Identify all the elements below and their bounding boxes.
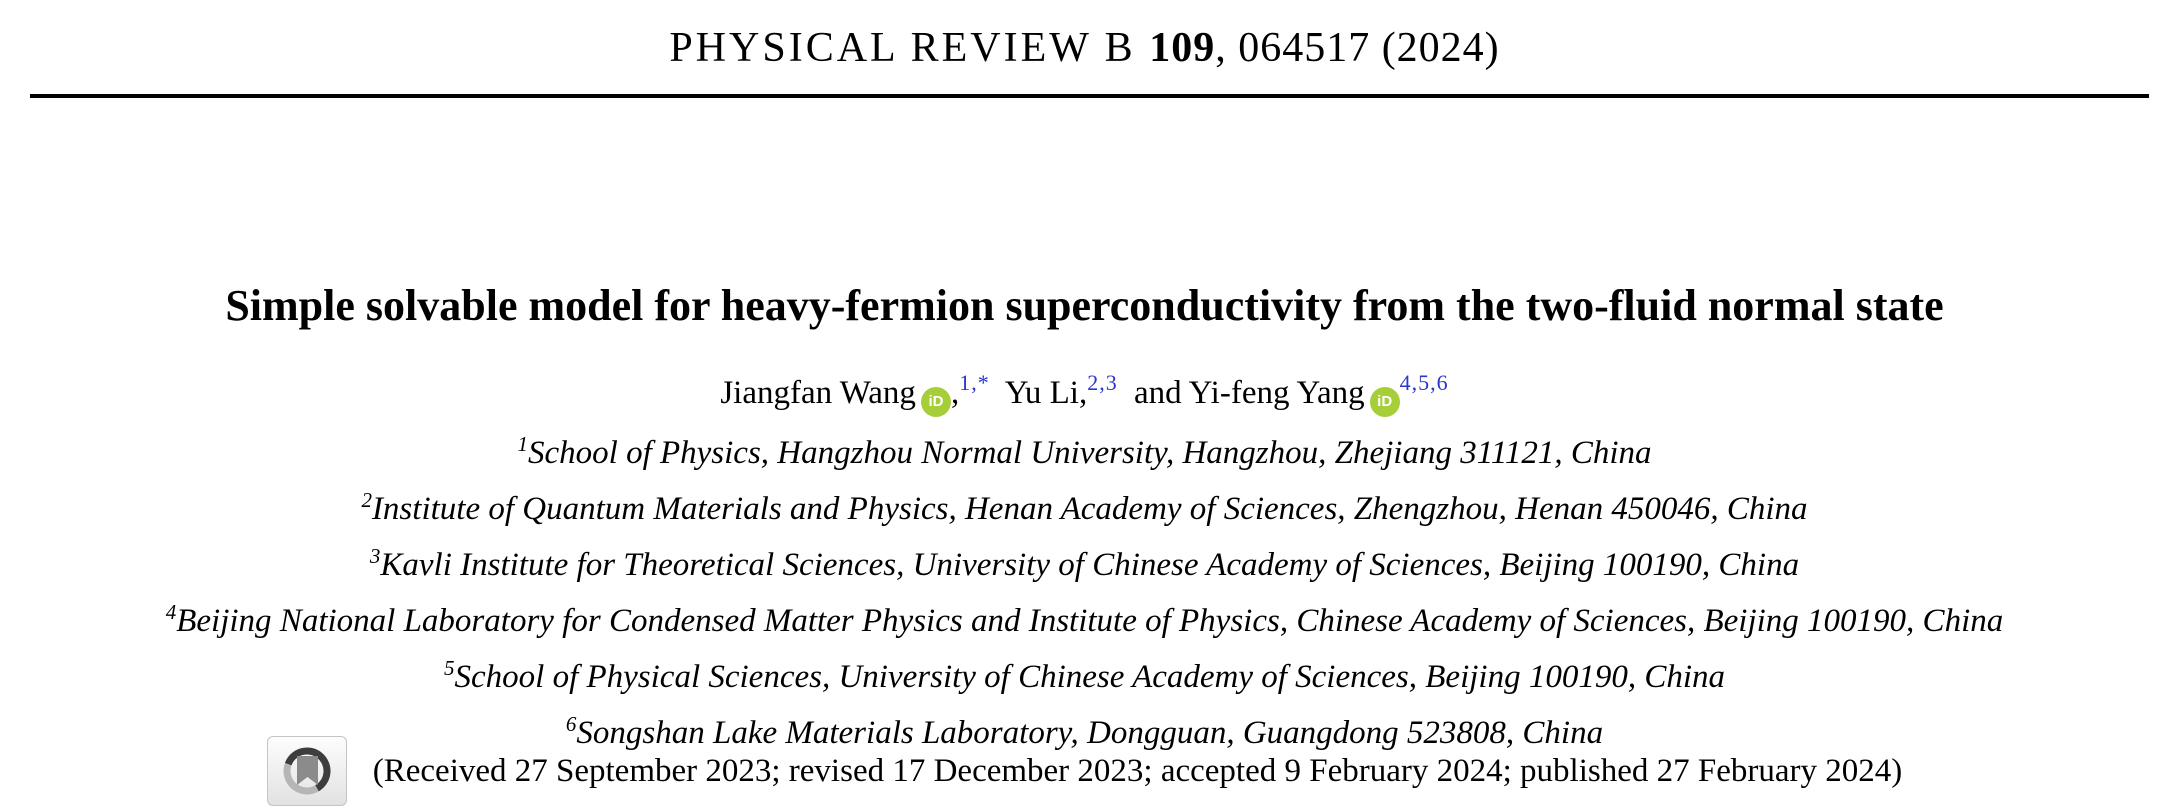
affiliation-text: Beijing National Laboratory for Condense… — [176, 603, 2004, 639]
affiliation-number: 5 — [444, 656, 455, 680]
affiliation-text: Songshan Lake Materials Laboratory, Dong… — [576, 715, 1604, 751]
affiliation-line: 3Kavli Institute for Theoretical Science… — [0, 533, 2169, 589]
authors-conjunction: and — [1133, 375, 1189, 411]
journal-article-number: , 064517 (2024) — [1215, 25, 1500, 71]
affiliations-block: 1School of Physics, Hangzhou Normal Univ… — [0, 421, 2169, 757]
affiliation-text: Kavli Institute for Theoretical Sciences… — [380, 547, 1800, 583]
authors-line: Jiangfan Wang iD ,1,* Yu Li,2,3 and Yi-fen… — [0, 358, 2169, 418]
page-title: Simple solvable model for heavy-fermion … — [225, 281, 1944, 331]
author-name-1: Jiangfan Wang — [720, 375, 916, 411]
affiliation-line: 5School of Physical Sciences, University… — [0, 645, 2169, 701]
affiliation-line: 1School of Physics, Hangzhou Normal Univ… — [0, 421, 2169, 477]
affiliation-line: 2Institute of Quantum Materials and Phys… — [0, 477, 2169, 533]
affiliation-number: 6 — [565, 712, 577, 736]
crossmark-check-for-updates-button[interactable] — [266, 736, 347, 806]
affiliation-text: School of Physics, Hangzhou Normal Unive… — [528, 435, 1652, 471]
journal-header: PHYSICAL REVIEW B 109, 064517 (2024) — [0, 24, 2169, 72]
author-separator: , — [950, 375, 960, 411]
author-name-2: Yu Li — [1004, 375, 1079, 411]
affiliation-line: 4Beijing National Laboratory for Condens… — [0, 589, 2169, 645]
author-separator: , — [1078, 375, 1088, 411]
orcid-icon[interactable]: iD — [1369, 387, 1400, 417]
affiliation-number: 4 — [165, 600, 177, 624]
affiliation-number: 3 — [369, 544, 381, 568]
crossmark-icon — [283, 747, 331, 795]
author-affil-marker-3: 4,5,6 — [1399, 370, 1449, 395]
received-dates-line: (Received 27 September 2023; revised 17 … — [372, 752, 1903, 789]
author-name-3: Yi-feng Yang — [1188, 375, 1365, 411]
author-affil-marker-1: 1,* — [959, 370, 990, 395]
affiliation-text: Institute of Quantum Materials and Physi… — [371, 491, 1808, 527]
journal-volume: 109 — [1149, 25, 1216, 71]
affiliation-number: 2 — [361, 488, 372, 512]
dates-row: (Received 27 September 2023; revised 17 … — [0, 736, 2169, 806]
author-affil-marker-2: 2,3 — [1087, 370, 1118, 395]
affiliation-number: 1 — [517, 432, 529, 456]
affiliation-line: 6Songshan Lake Materials Laboratory, Don… — [0, 701, 2169, 757]
affiliation-text: School of Physical Sciences, University … — [454, 659, 1726, 695]
orcid-icon[interactable]: iD — [920, 387, 951, 417]
journal-name: PHYSICAL REVIEW B — [669, 25, 1150, 71]
header-divider-rule — [30, 94, 2149, 98]
